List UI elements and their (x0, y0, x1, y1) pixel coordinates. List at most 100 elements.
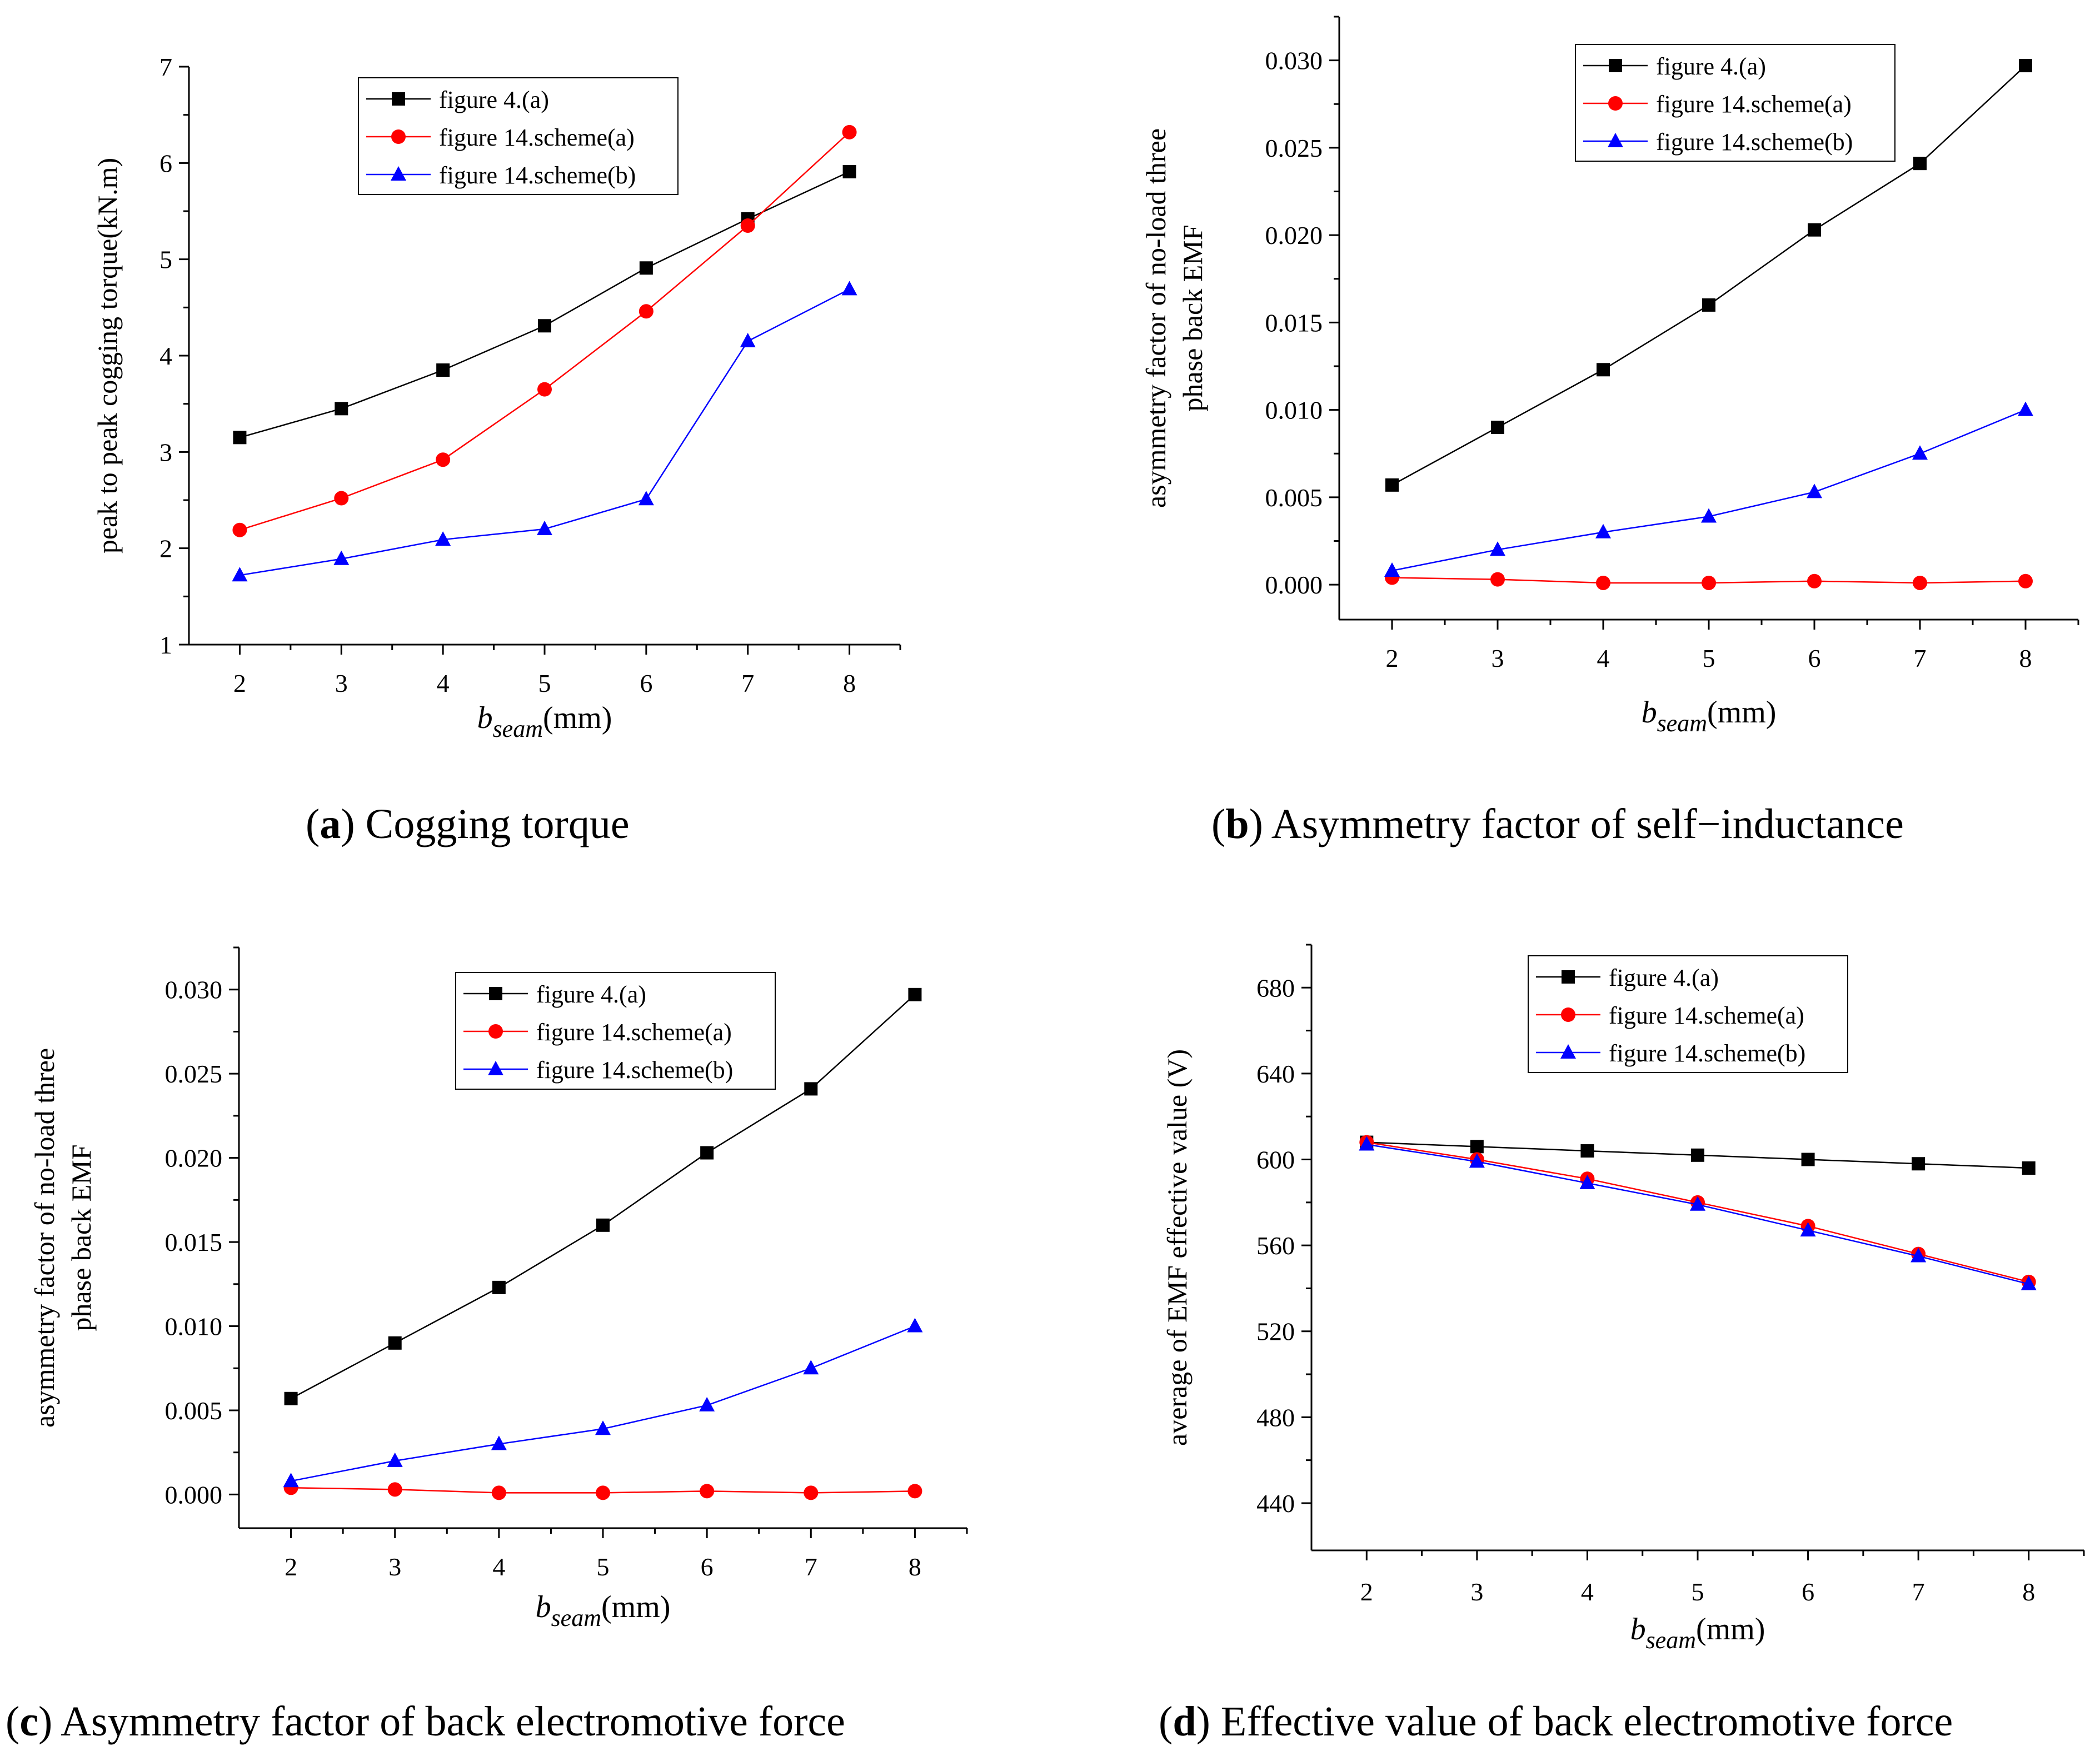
data-point-s2-2 (1595, 523, 1611, 538)
data-point-s2-1 (387, 1452, 403, 1467)
caption-b: (b) Asymmetry factor of self−inductance (1211, 801, 1904, 847)
x-tick-label: 5 (597, 1553, 610, 1581)
data-point-s2-6 (841, 281, 857, 296)
data-point-s2-0 (1384, 562, 1400, 577)
x-tick-label: 4 (437, 669, 450, 697)
x-tick-label: 2 (1386, 644, 1399, 672)
data-point-s0-3 (596, 1218, 610, 1232)
chart-d: 2 3 4 5 6 7 8 440 480 520 560 600 640 680 average of E… (1139, 900, 2095, 1684)
x-tick-label: 2 (233, 669, 246, 697)
data-point-s0-6 (908, 987, 922, 1001)
y-tick-label: 0.010 (1265, 396, 1323, 425)
y-axis-label: asymmetry factor of no-load three (29, 1048, 60, 1428)
y-tick-label: 520 (1256, 1318, 1295, 1346)
y-tick-label: 0.025 (1265, 134, 1323, 162)
chart-d-plot: 2 3 4 5 6 7 8 440 480 520 560 600 640 680 average of E… (1161, 944, 2085, 1654)
data-point-s0-3 (1702, 298, 1715, 312)
data-point-s2-1 (333, 550, 350, 565)
y-tick-label: 6 (159, 149, 172, 177)
data-point-s1-2 (436, 452, 451, 467)
x-tick-label: 5 (1703, 644, 1715, 672)
data-point-s0-0 (1385, 478, 1399, 492)
data-point-s2-3 (1690, 1196, 1705, 1211)
caption-c-letter: c (19, 1698, 39, 1745)
x-tick-label: 6 (1802, 1578, 1814, 1606)
data-point-s2-1 (1490, 541, 1505, 556)
x-tick-label: 3 (1470, 1578, 1483, 1606)
chart-a-plot: 2 3 4 5 6 7 8 1 2 3 4 5 6 7 peak to peak cogging torqu… (92, 53, 901, 742)
data-point-s1-1 (1490, 572, 1505, 587)
data-point-s2-3 (595, 1420, 611, 1435)
legend-marker-0 (392, 92, 405, 106)
y-tick-label: 480 (1256, 1403, 1295, 1431)
series-line-2 (1366, 1144, 2029, 1285)
y-tick-label: 0.025 (165, 1060, 223, 1088)
caption-a-text: Cogging torque (365, 801, 630, 847)
x-tick-label: 8 (909, 1553, 921, 1581)
legend-label-2: figure 14.scheme(b) (439, 162, 636, 189)
data-point-s0-2 (1580, 1144, 1594, 1158)
y-tick-label: 0.020 (1265, 221, 1323, 250)
y-tick-label: 0.000 (165, 1480, 223, 1509)
legend-marker-1 (1561, 1007, 1575, 1022)
data-point-s1-3 (596, 1485, 610, 1500)
y-axis-label: average of EMF effective value (V) (1161, 1049, 1193, 1446)
x-tick-label: 6 (701, 1553, 714, 1581)
x-tick-label: 3 (388, 1553, 401, 1581)
caption-b-letter: b (1225, 801, 1249, 847)
data-point-s0-5 (804, 1082, 818, 1096)
x-axis-label: bseam(mm) (1642, 695, 1777, 737)
x-tick-label: 8 (843, 669, 856, 697)
legend-marker-2 (1560, 1044, 1576, 1059)
series-line-1 (1366, 1141, 2029, 1283)
legend-marker-1 (1608, 96, 1623, 111)
chart-a: 2 3 4 5 6 7 8 1 2 3 4 5 6 7 peak to peak cogging torqu… (0, 0, 945, 761)
y-tick-label: 0.030 (1265, 47, 1323, 75)
y-tick-label: 2 (159, 535, 172, 563)
caption-c-text: Asymmetry factor of back electromotive f… (61, 1698, 845, 1745)
data-point-s2-2 (1579, 1175, 1595, 1190)
x-tick-label: 7 (1914, 644, 1927, 672)
data-point-s2-6 (2018, 401, 2033, 416)
data-point-s2-4 (1800, 1222, 1816, 1237)
data-point-s1-2 (491, 1485, 506, 1500)
chart-c-plot: 2 3 4 5 6 7 8 0.000 0.005 0.010 0.015 0.020 0.025 0.0… (29, 946, 968, 1632)
x-axis-label-main: b (1630, 1612, 1646, 1647)
x-axis-label-unit: (mm) (1707, 695, 1776, 730)
caption-d-text: Effective value of back electromotive fo… (1220, 1698, 1953, 1745)
x-tick-label: 3 (335, 669, 348, 697)
legend-marker-2 (1608, 133, 1623, 147)
caption-d: (d) Effective value of back electromotiv… (1159, 1698, 1953, 1745)
data-point-s2-1 (1469, 1153, 1485, 1168)
data-point-s0-1 (335, 402, 348, 416)
data-point-s2-0 (1359, 1136, 1375, 1151)
legend-marker-1 (391, 129, 406, 144)
data-point-s0-4 (1801, 1153, 1815, 1166)
data-point-s0-4 (639, 261, 653, 275)
data-point-s0-2 (436, 363, 450, 377)
data-point-s2-4 (638, 491, 654, 506)
data-point-s2-6 (2021, 1275, 2037, 1290)
data-point-s1-6 (907, 1484, 922, 1499)
y-tick-label: 440 (1256, 1489, 1295, 1518)
data-point-s0-1 (388, 1336, 402, 1350)
data-point-s1-3 (1702, 575, 1716, 590)
data-point-s2-0 (283, 1473, 299, 1488)
x-axis-label-sub: seam (551, 1604, 601, 1632)
y-tick-label: 0.015 (165, 1228, 223, 1256)
chart-b: 2 3 4 5 6 7 8 0.000 0.005 0.010 0.015 0.020 0.025 0.0… (1056, 0, 2089, 761)
y-tick-label: 600 (1256, 1146, 1295, 1174)
y-axis-label: peak to peak cogging torque(kN.m) (92, 158, 123, 553)
y-tick-label: 0.000 (1265, 571, 1323, 599)
data-point-s2-2 (491, 1435, 507, 1450)
legend-marker-0 (1562, 970, 1575, 984)
x-tick-label: 4 (492, 1553, 505, 1581)
x-axis-label-sub: seam (1657, 710, 1707, 737)
y-tick-label: 0.030 (165, 976, 223, 1004)
data-point-s0-5 (1913, 157, 1927, 171)
legend-label-2: figure 14.scheme(b) (536, 1056, 733, 1084)
legend-label-2: figure 14.scheme(b) (1656, 128, 1853, 156)
data-point-s0-4 (1808, 223, 1821, 237)
series-line-2 (291, 1325, 915, 1482)
data-point-s2-5 (803, 1360, 819, 1375)
